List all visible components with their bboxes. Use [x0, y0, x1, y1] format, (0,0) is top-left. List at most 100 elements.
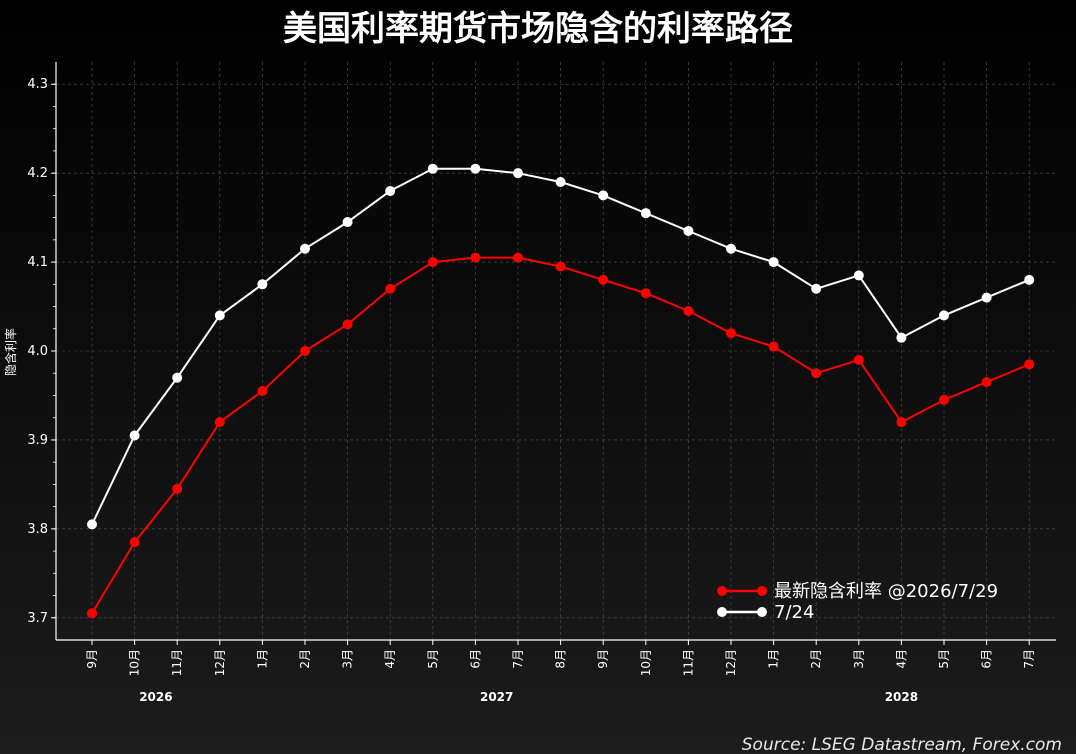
data-point — [342, 217, 353, 228]
data-point — [555, 261, 566, 272]
x-tick-label: 5月 — [937, 649, 951, 669]
legend-marker — [717, 586, 727, 596]
x-tick-label: 10月 — [639, 649, 653, 676]
data-point — [300, 243, 310, 254]
data-point — [598, 274, 609, 285]
x-tick-label: 6月 — [980, 649, 994, 669]
data-point — [981, 377, 992, 388]
legend-label: 最新隐含利率 @2026/7/29 — [774, 581, 998, 602]
data-point — [1024, 274, 1035, 285]
data-point — [385, 185, 396, 196]
x-tick-label: 7月 — [511, 649, 525, 669]
x-tick-label: 2月 — [298, 649, 312, 669]
data-point — [896, 332, 907, 343]
x-tick-label: 4月 — [383, 649, 397, 669]
data-point — [896, 417, 907, 428]
legend: 最新隐含利率 @2026/7/297/24 — [717, 581, 998, 623]
x-tick-label: 3月 — [852, 649, 866, 669]
data-point — [470, 252, 481, 263]
data-point — [1024, 359, 1035, 370]
data-point — [555, 177, 566, 188]
data-point — [811, 283, 822, 294]
x-tick-label: 11月 — [170, 649, 184, 676]
data-point — [683, 305, 694, 316]
data-point — [513, 168, 523, 179]
data-point — [257, 279, 268, 290]
data-point — [939, 310, 949, 321]
x-tick-label: 6月 — [468, 649, 482, 669]
data-point — [129, 537, 140, 548]
x-tick-label: 4月 — [894, 649, 908, 669]
y-tick-label: 3.8 — [27, 522, 48, 537]
chart-title: 美国利率期货市场隐含的利率路径 — [283, 9, 793, 49]
x-tick-label: 9月 — [85, 649, 99, 669]
x-tick-label: 3月 — [341, 649, 355, 669]
y-tick-label: 4.3 — [27, 77, 48, 92]
legend-item: 7/24 — [717, 602, 814, 623]
grid-lines — [56, 62, 1056, 640]
series — [87, 163, 1035, 619]
x-tick-label: 5月 — [426, 649, 440, 669]
data-point — [342, 319, 353, 330]
x-tick-label: 10月 — [128, 649, 142, 676]
data-point — [939, 394, 949, 405]
data-point — [853, 270, 864, 281]
x-tick-label: 12月 — [724, 649, 738, 676]
data-point — [214, 310, 225, 321]
data-point — [598, 190, 609, 201]
data-point — [129, 430, 140, 441]
y-axis-label: 隐含利率 — [3, 328, 18, 376]
data-point — [87, 608, 97, 619]
data-point — [470, 163, 481, 174]
legend-label: 7/24 — [774, 602, 814, 623]
series-1 — [87, 163, 1035, 530]
source-note: Source: LSEG Datastream, Forex.com — [742, 735, 1062, 754]
data-point — [214, 417, 225, 428]
data-point — [427, 163, 438, 174]
data-point — [726, 243, 736, 254]
data-point — [640, 208, 651, 219]
data-point — [385, 283, 396, 294]
data-point — [853, 354, 864, 365]
y-tick-label: 4.1 — [27, 255, 48, 270]
x-tick-label: 8月 — [554, 649, 568, 669]
data-point — [811, 368, 822, 379]
x-tick-label: 11月 — [681, 649, 695, 676]
data-point — [683, 225, 694, 236]
data-point — [257, 386, 268, 397]
y-axis-ticks: 3.7 3.8 3.9 4.0 4.1 4.2 4.3 — [27, 77, 56, 626]
y-tick-label: 4.2 — [27, 166, 48, 181]
x-tick-label: 9月 — [596, 649, 610, 669]
year-labels: 2026 2027 2028 — [139, 690, 918, 704]
data-point — [87, 519, 97, 530]
x-tick-label: 12月 — [213, 649, 227, 676]
data-point — [981, 292, 992, 303]
legend-marker — [757, 586, 767, 596]
x-tick-label: 1月 — [767, 649, 781, 669]
x-tick-label: 2月 — [809, 649, 823, 669]
legend-marker — [717, 607, 727, 617]
data-point — [172, 372, 183, 383]
x-tick-label: 1月 — [255, 649, 269, 669]
series-0 — [87, 252, 1035, 619]
data-point — [726, 328, 736, 339]
data-point — [768, 257, 779, 268]
y-tick-label: 3.9 — [27, 433, 48, 448]
year-label: 2028 — [885, 690, 918, 704]
data-point — [513, 252, 523, 263]
y-tick-label: 3.7 — [27, 611, 48, 626]
data-point — [768, 341, 779, 352]
x-tick-label: 7月 — [1022, 649, 1036, 669]
y-tick-label: 4.0 — [27, 344, 48, 359]
data-point — [427, 257, 438, 268]
year-label: 2027 — [480, 690, 513, 704]
data-point — [300, 346, 310, 356]
data-point — [640, 288, 651, 299]
legend-marker — [757, 607, 767, 617]
x-axis-ticks: 9月 10月 11月 12月 1月 2月 3月 4月 5月 6月 7月 8月 9月 10月 11月 12月 1月… — [85, 640, 1036, 676]
year-label: 2026 — [139, 690, 172, 704]
data-point — [172, 483, 183, 494]
legend-item: 最新隐含利率 @2026/7/29 — [717, 581, 998, 602]
